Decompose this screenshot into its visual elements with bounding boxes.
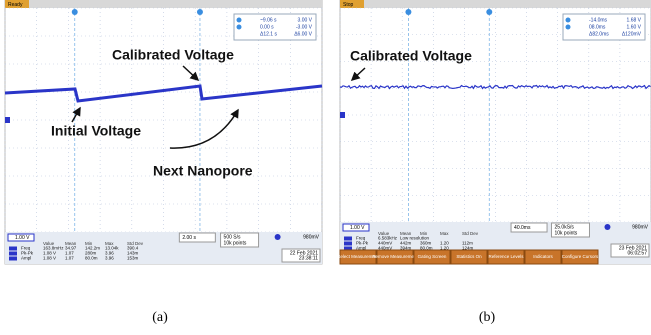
- panel-label: (a): [152, 310, 168, 325]
- top-bar: [5, 0, 322, 8]
- scale: 1.00 V: [350, 225, 365, 231]
- table-cell: 80.0m: [85, 256, 98, 261]
- readout-value: -14.0ms: [589, 17, 608, 23]
- timebase: 2.00 s: [182, 235, 196, 241]
- points: 10k points: [554, 230, 577, 236]
- top-bar: [340, 0, 651, 8]
- readout-value: Δ12.1 s: [260, 31, 277, 37]
- cursor-handle: [486, 9, 492, 15]
- table-header: Max: [440, 231, 449, 236]
- ground-marker: [340, 112, 345, 118]
- table-cell: 3.96: [105, 256, 114, 261]
- ground-marker: [5, 117, 10, 123]
- annotation: Calibrated Voltage: [350, 48, 472, 64]
- trigger-icon: [604, 224, 610, 230]
- annotation: Initial Voltage: [51, 123, 141, 139]
- table-header: Std Dev: [462, 231, 479, 236]
- readout-value: ~9.06 s: [260, 17, 277, 23]
- menu-label[interactable]: Remove Measurement: [372, 254, 418, 259]
- annotation: Next Nanopore: [153, 163, 253, 179]
- time: 23:38:11: [299, 255, 318, 261]
- menu-label[interactable]: Configure Cursors: [562, 254, 599, 259]
- timebase: 40.0ms: [514, 225, 531, 231]
- readout-value: 08.0ms: [589, 24, 606, 30]
- readout-value: 1.60 V: [627, 24, 642, 30]
- cursor-icon: [237, 18, 242, 23]
- menu-label[interactable]: Reference Levels: [488, 254, 524, 259]
- readout-value: 1.68 V: [627, 17, 642, 23]
- trigger-icon: [275, 234, 281, 240]
- readout-value: -3.00 V: [296, 24, 313, 30]
- cursor-handle: [72, 9, 78, 15]
- row-icon: [344, 237, 352, 241]
- figure: Ready ~9.06 s 3.00 V 0.00 s -3.00 V Δ12.1 s Δ6…: [0, 0, 651, 335]
- menu-label[interactable]: Indicators: [533, 254, 553, 259]
- panel-label: (b): [479, 310, 496, 325]
- status: Ready: [8, 2, 23, 8]
- cursor-icon: [566, 18, 571, 23]
- table-cell: 153m: [127, 256, 139, 261]
- trigger: 980mV: [303, 234, 320, 240]
- table-cell: 1.07: [65, 256, 74, 261]
- readout-value: Δ120mV: [622, 31, 642, 37]
- row-icon: [9, 252, 17, 256]
- time: 06:02:57: [628, 250, 648, 256]
- menu-label[interactable]: Gating Screen: [418, 254, 447, 259]
- cursor-icon: [237, 25, 242, 30]
- points: 10k points: [224, 240, 247, 246]
- readout-value: Δ6.00 V: [294, 31, 312, 37]
- cursor-handle: [405, 9, 411, 15]
- row-icon: [9, 257, 17, 261]
- annotation: Calibrated Voltage: [112, 47, 234, 63]
- cursor-handle: [197, 9, 203, 15]
- table-cell: Ampl: [21, 256, 31, 261]
- scale: 1.00 V: [15, 235, 30, 241]
- cursor-icon: [566, 25, 571, 30]
- row-icon: [9, 247, 17, 251]
- trigger: 980mV: [632, 224, 649, 230]
- table-cell: 1.08 V: [43, 256, 56, 261]
- readout-value: Δ82.0ms: [589, 31, 609, 37]
- readout-value: 3.00 V: [298, 17, 313, 23]
- menu-label[interactable]: Statistics On: [456, 254, 482, 259]
- status: Stop: [343, 2, 354, 8]
- row-icon: [344, 242, 352, 246]
- readout-value: 0.00 s: [260, 24, 274, 30]
